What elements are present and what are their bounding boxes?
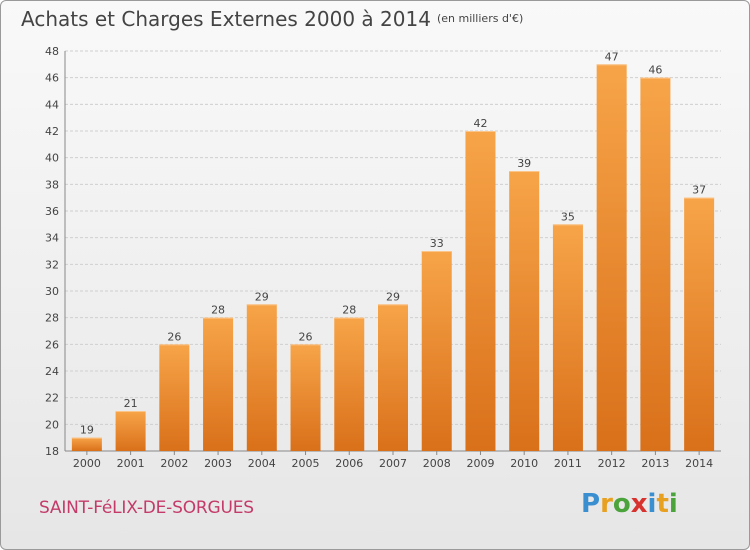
y-tick-label: 24 — [45, 365, 59, 378]
bar[interactable] — [465, 131, 496, 451]
x-tick-label: 2003 — [204, 457, 232, 470]
y-tick-label: 40 — [45, 152, 59, 165]
bar-value-label: 29 — [255, 290, 269, 303]
x-tick-label: 2010 — [510, 457, 538, 470]
logo-letter: r — [600, 489, 613, 519]
x-tick-label: 2014 — [685, 457, 713, 470]
y-tick-label: 42 — [45, 125, 59, 138]
bar-value-label: 47 — [605, 50, 619, 63]
logo-letter: i — [668, 489, 678, 519]
bar-value-label: 28 — [342, 304, 356, 317]
logo-letter: o — [612, 489, 631, 519]
bar[interactable] — [290, 344, 321, 451]
x-tick-label: 2006 — [335, 457, 363, 470]
bar[interactable] — [378, 304, 408, 451]
bar[interactable] — [203, 317, 234, 451]
bar[interactable] — [684, 197, 715, 451]
bar[interactable] — [640, 77, 671, 452]
x-tick-label: 2000 — [73, 457, 101, 470]
bar-value-label: 21 — [124, 397, 138, 410]
bar[interactable] — [71, 437, 102, 451]
y-tick-label: 48 — [45, 45, 59, 58]
bar-value-label: 26 — [299, 330, 313, 343]
logo-letter: t — [656, 489, 669, 519]
bar-value-label: 42 — [473, 117, 487, 130]
title-text: Achats et Charges Externes 2000 à 2014 — [21, 7, 431, 31]
y-tick-label: 20 — [45, 418, 59, 431]
y-tick-label: 32 — [45, 258, 59, 271]
commune-name: SAINT-FéLIX-DE-SORGUES — [39, 498, 254, 518]
x-tick-label: 2002 — [160, 457, 188, 470]
logo-letter: P — [581, 489, 601, 519]
label-layer: 18 20 22 24 26 28 30 32 34 36 38 40 42 44 46 48 19 2000 21… — [45, 45, 713, 470]
bar-value-label: 46 — [648, 64, 662, 77]
proxiti-logo[interactable]: Proxiti — [581, 489, 678, 519]
y-tick-label: 18 — [45, 445, 59, 458]
y-tick-label: 34 — [45, 232, 59, 245]
y-tick-label: 44 — [45, 98, 59, 111]
bar-value-label: 26 — [167, 330, 181, 343]
x-tick-label: 2009 — [466, 457, 494, 470]
bar[interactable] — [596, 64, 627, 452]
y-tick-label: 22 — [45, 392, 59, 405]
chart-title: Achats et Charges Externes 2000 à 2014 (e… — [21, 7, 523, 31]
bar-value-label: 37 — [692, 184, 706, 197]
bar[interactable] — [421, 251, 452, 451]
y-tick-label: 46 — [45, 72, 59, 85]
y-tick-label: 28 — [45, 312, 59, 325]
x-tick-label: 2005 — [292, 457, 320, 470]
x-tick-label: 2013 — [641, 457, 669, 470]
bar[interactable] — [159, 344, 190, 451]
bar[interactable] — [334, 317, 365, 451]
x-tick-label: 2008 — [423, 457, 451, 470]
logo-letter: i — [647, 489, 657, 519]
y-tick-label: 36 — [45, 205, 59, 218]
bar-value-label: 39 — [517, 157, 531, 170]
x-tick-label: 2011 — [554, 457, 582, 470]
bar-value-label: 35 — [561, 210, 575, 223]
bar[interactable] — [246, 304, 277, 451]
bar-layer — [71, 64, 715, 452]
chart-unit: (en milliers d'€) — [436, 12, 524, 25]
bar-value-label: 29 — [386, 290, 400, 303]
bar[interactable] — [509, 171, 540, 451]
bar[interactable] — [552, 224, 583, 451]
x-tick-label: 2004 — [248, 457, 276, 470]
bar[interactable] — [115, 411, 146, 451]
y-tick-label: 26 — [45, 338, 59, 351]
logo-letter: x — [630, 489, 648, 519]
x-tick-label: 2001 — [117, 457, 145, 470]
x-tick-label: 2012 — [598, 457, 626, 470]
x-tick-label: 2007 — [379, 457, 407, 470]
y-tick-label: 38 — [45, 178, 59, 191]
bar-value-label: 28 — [211, 304, 225, 317]
bar-value-label: 33 — [430, 237, 444, 250]
bar-value-label: 19 — [80, 424, 94, 437]
y-tick-label: 30 — [45, 285, 59, 298]
